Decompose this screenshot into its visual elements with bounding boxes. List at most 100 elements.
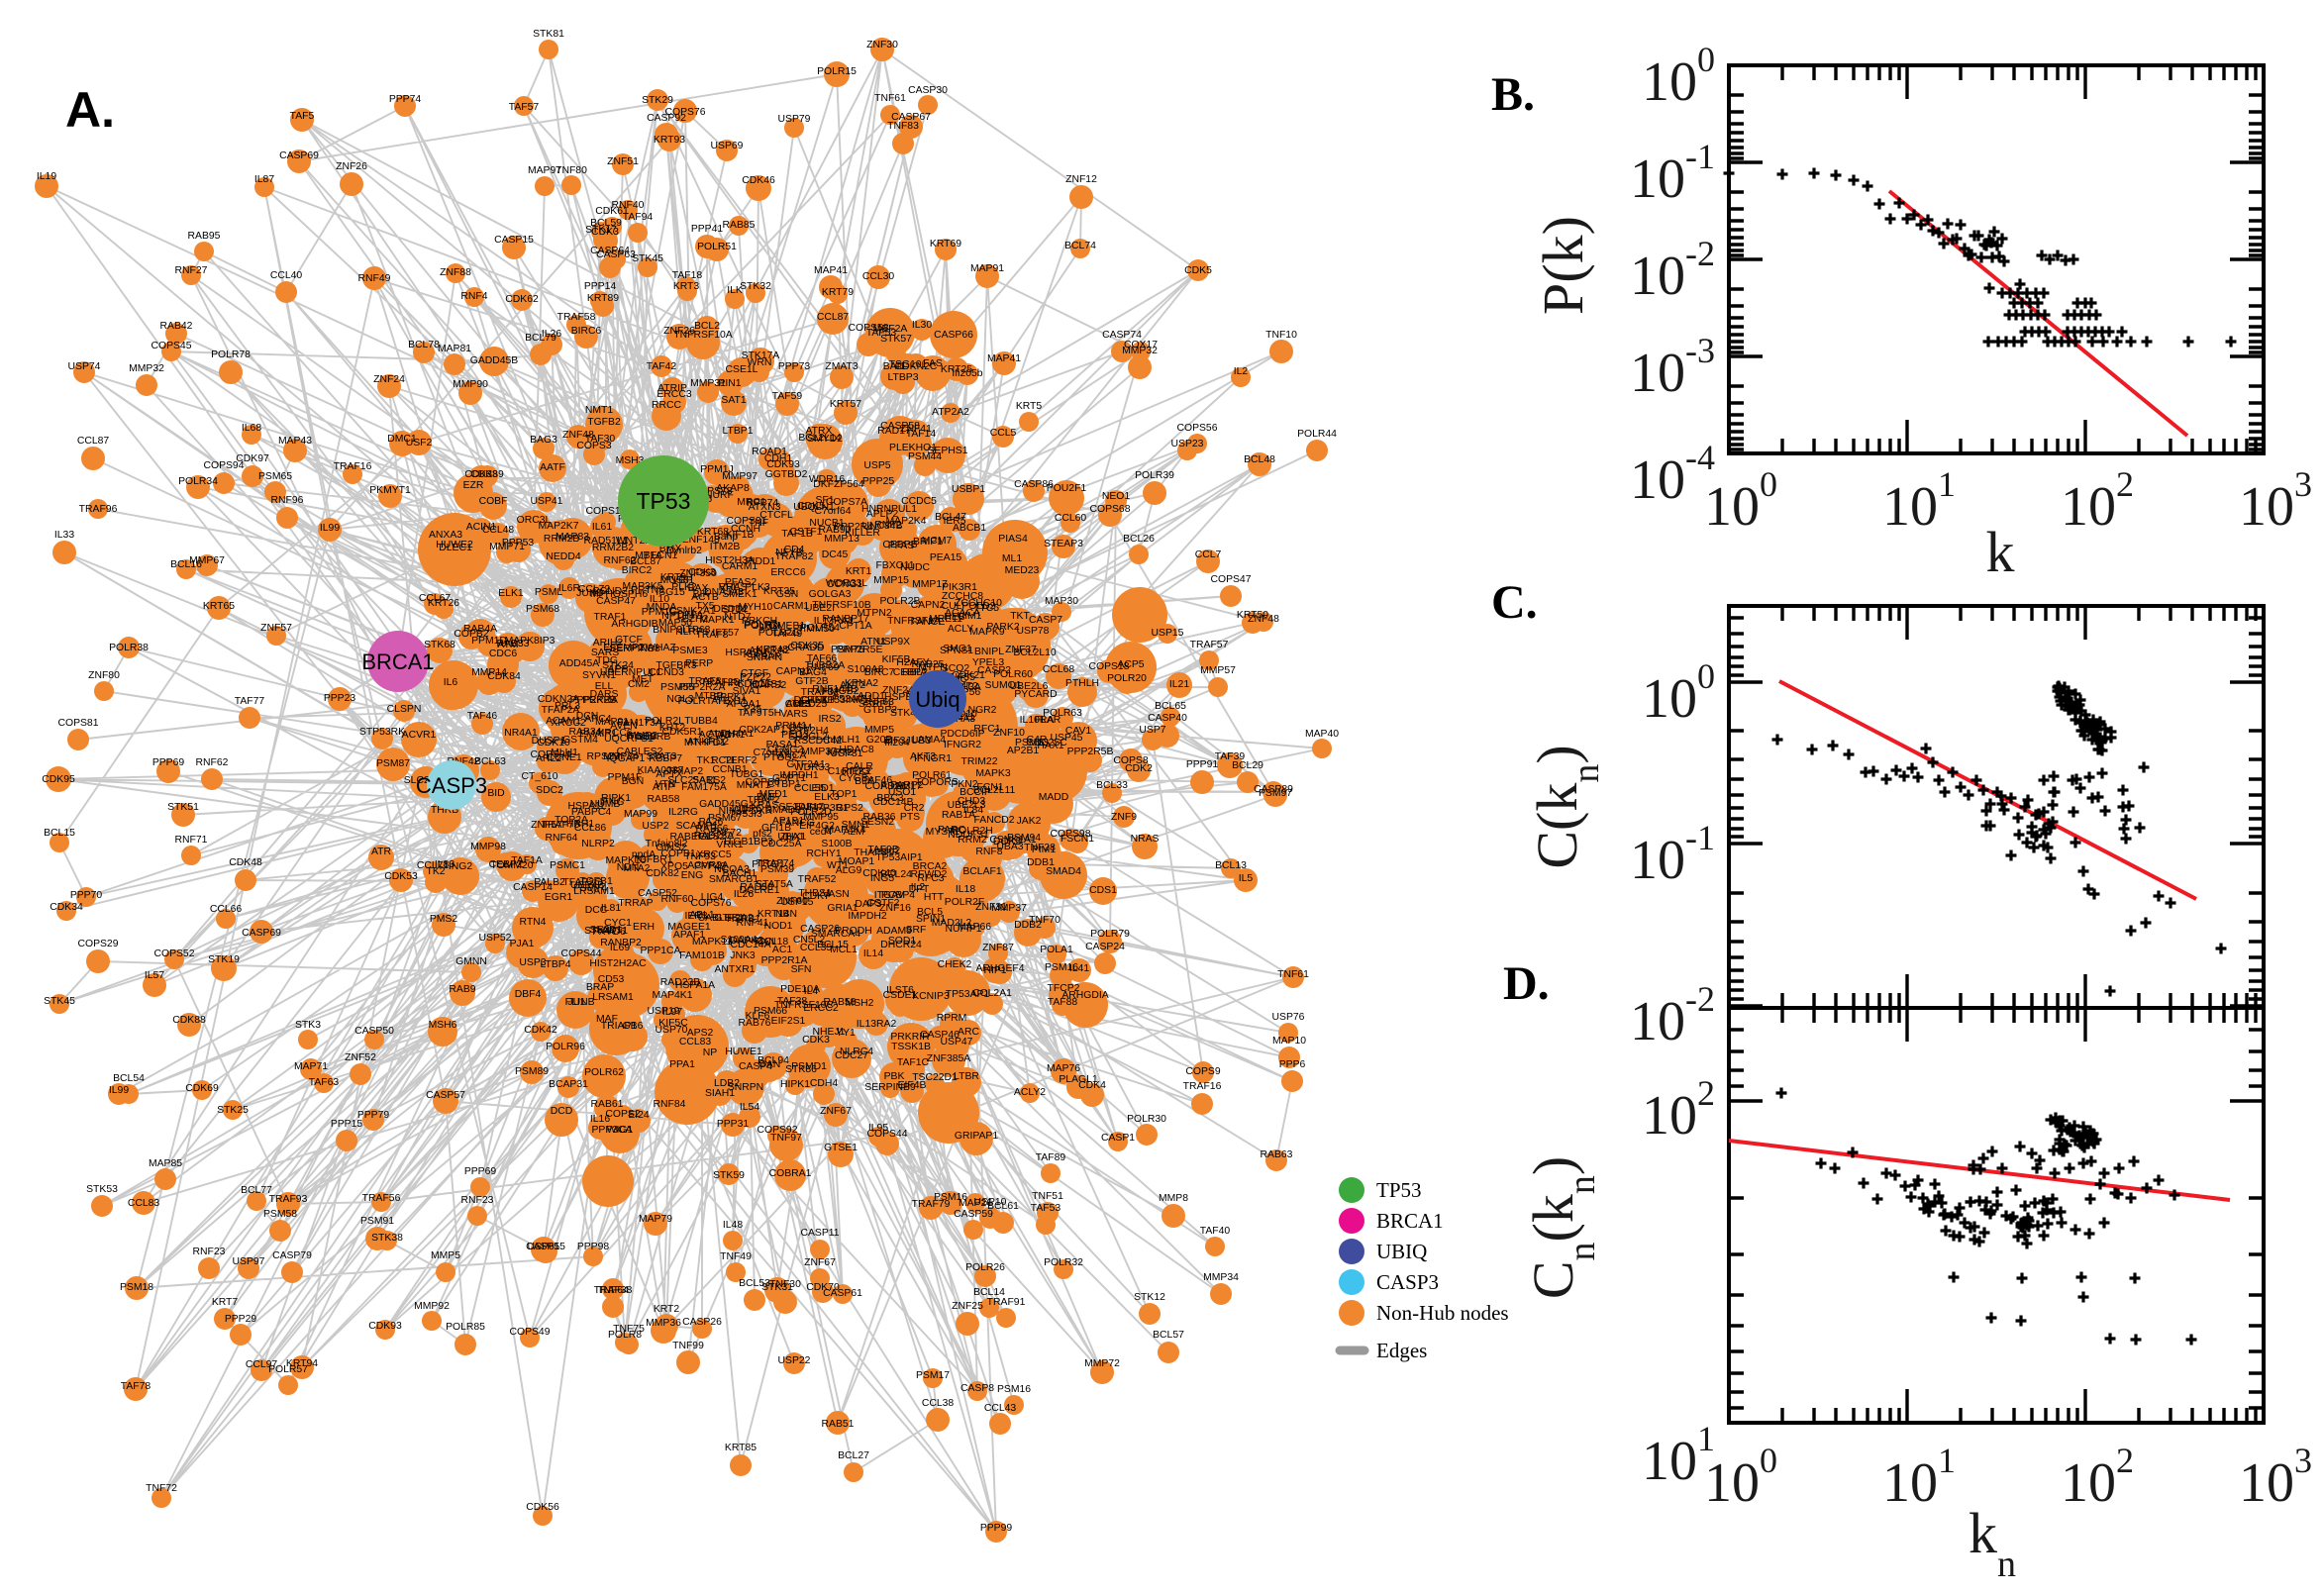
svg-text:KRT35: KRT35	[763, 586, 795, 597]
svg-text:CDK33: CDK33	[464, 469, 498, 480]
svg-text:PARK2: PARK2	[986, 622, 1020, 633]
svg-text:NP: NP	[703, 1047, 718, 1058]
svg-text:YY1: YY1	[836, 1028, 856, 1039]
svg-text:CDK93: CDK93	[368, 1321, 402, 1332]
svg-text:MAP97: MAP97	[528, 165, 561, 176]
svg-text:IL84: IL84	[963, 805, 983, 816]
svg-text:ATR: ATR	[371, 847, 392, 857]
svg-text:MMP72: MMP72	[1084, 1358, 1120, 1369]
svg-text:PPP31: PPP31	[717, 1119, 750, 1130]
svg-text:BAX: BAX	[688, 583, 709, 594]
svg-text:BIRC6: BIRC6	[571, 326, 602, 337]
svg-text:MMP37: MMP37	[991, 903, 1027, 914]
svg-text:BNIPL: BNIPL	[974, 647, 1004, 657]
svg-text:TAF88: TAF88	[1048, 997, 1078, 1008]
svg-text:Dynlrb2: Dynlrb2	[666, 546, 702, 556]
svg-text:ZNF67: ZNF67	[804, 1257, 836, 1268]
svg-text:COPS52: COPS52	[153, 948, 194, 959]
svg-text:CDK3: CDK3	[802, 1035, 830, 1046]
svg-text:BCL94: BCL94	[758, 1055, 789, 1066]
svg-text:COPS31: COPS31	[726, 516, 766, 527]
svg-text:TAF40: TAF40	[1200, 1226, 1231, 1237]
svg-text:BRCA1: BRCA1	[361, 649, 434, 674]
svg-text:MAP30: MAP30	[1045, 596, 1078, 607]
svg-text:USP74: USP74	[68, 361, 101, 372]
svg-text:USP22: USP22	[778, 1355, 811, 1366]
svg-text:TKT: TKT	[1010, 611, 1030, 622]
svg-text:MMP15: MMP15	[873, 575, 909, 586]
svg-text:TGFB2: TGFB2	[587, 417, 621, 428]
svg-text:TNF10: TNF10	[1265, 330, 1297, 341]
svg-text:MAP4K1: MAP4K1	[652, 990, 692, 1001]
svg-text:KRT2: KRT2	[654, 1304, 680, 1315]
svg-text:BID: BID	[487, 788, 504, 799]
svg-text:PFAS: PFAS	[888, 541, 915, 551]
svg-text:USP23: USP23	[1171, 439, 1204, 449]
svg-text:GB6: GB6	[623, 1021, 644, 1032]
svg-text:EZR: EZR	[463, 480, 484, 491]
svg-text:TRAF8: TRAF8	[696, 630, 729, 641]
svg-text:USP52: USP52	[479, 933, 512, 944]
svg-text:IFNG: IFNG	[600, 797, 625, 808]
svg-text:PALB2: PALB2	[534, 877, 565, 888]
svg-text:CASP3: CASP3	[416, 773, 487, 798]
svg-text:KRT26: KRT26	[428, 598, 459, 609]
svg-text:RNF62: RNF62	[196, 757, 229, 768]
svg-text:PPP69: PPP69	[152, 757, 185, 768]
svg-text:IL81: IL81	[601, 903, 621, 914]
svg-text:WIG1: WIG1	[607, 1125, 634, 1136]
svg-text:KRT7: KRT7	[212, 1297, 239, 1308]
svg-text:A2M: A2M	[843, 827, 863, 838]
svg-text:IL18: IL18	[956, 884, 975, 895]
svg-text:CASP40: CASP40	[1148, 713, 1187, 724]
svg-text:COPS68: COPS68	[1089, 504, 1130, 515]
svg-text:TRAF96: TRAF96	[79, 504, 118, 515]
svg-text:MMP5: MMP5	[431, 1250, 460, 1261]
svg-text:Ubiq: Ubiq	[915, 687, 960, 712]
svg-text:IER3: IER3	[684, 911, 707, 922]
svg-text:RNF96: RNF96	[271, 495, 304, 506]
svg-text:TAF42: TAF42	[647, 361, 677, 372]
svg-text:CDS1: CDS1	[1089, 885, 1117, 896]
svg-text:USP70: USP70	[656, 1025, 688, 1036]
svg-text:BCL13: BCL13	[1215, 860, 1247, 871]
svg-text:RNF84: RNF84	[654, 1099, 686, 1110]
svg-text:MAP50: MAP50	[658, 618, 692, 629]
svg-text:TNF49: TNF49	[720, 1251, 752, 1262]
svg-text:PIAS4: PIAS4	[998, 534, 1028, 545]
svg-text:COPS29: COPS29	[77, 939, 118, 949]
svg-text:RNF49: RNF49	[358, 273, 391, 284]
svg-text:COPS94: COPS94	[530, 749, 570, 760]
svg-text:MAP43: MAP43	[278, 436, 312, 447]
svg-text:UBE2L6: UBE2L6	[1010, 681, 1049, 692]
svg-text:EGR1: EGR1	[545, 892, 573, 903]
svg-text:POLR63: POLR63	[1043, 708, 1082, 719]
svg-text:ZNF9: ZNF9	[1111, 812, 1137, 823]
svg-text:GADD45B: GADD45B	[470, 355, 519, 366]
svg-text:KCNIP3: KCNIP3	[912, 991, 950, 1002]
svg-text:CDK3: CDK3	[591, 227, 619, 238]
svg-text:CDH4: CDH4	[810, 1078, 839, 1089]
svg-text:STP53RK: STP53RK	[359, 727, 405, 738]
svg-text:RAB4A: RAB4A	[463, 624, 497, 635]
svg-text:CASP3: CASP3	[1376, 1270, 1439, 1294]
svg-text:STK25: STK25	[217, 1105, 249, 1116]
svg-text:FCN1: FCN1	[976, 782, 1003, 793]
svg-text:USP97: USP97	[233, 1256, 265, 1267]
svg-text:POLR34: POLR34	[178, 476, 218, 487]
svg-text:POLR62: POLR62	[584, 1067, 624, 1078]
svg-text:TNF72: TNF72	[146, 1483, 177, 1494]
svg-text:KRT3: KRT3	[673, 281, 700, 292]
svg-text:COPS47: COPS47	[1210, 574, 1251, 585]
svg-text:AATF: AATF	[540, 462, 565, 473]
svg-text:POLR39: POLR39	[1135, 470, 1174, 481]
svg-text:NMT1: NMT1	[585, 405, 614, 416]
svg-text:POLR44: POLR44	[1297, 429, 1337, 440]
svg-text:TRAF74: TRAF74	[757, 858, 795, 869]
svg-text:BCL65: BCL65	[1155, 701, 1186, 712]
svg-text:ZNF16: ZNF16	[879, 903, 911, 914]
svg-text:USP7: USP7	[1139, 725, 1165, 736]
svg-text:RAB61: RAB61	[591, 1099, 624, 1110]
svg-text:MMP67: MMP67	[189, 555, 225, 566]
svg-text:ACLY2: ACLY2	[1014, 1087, 1046, 1098]
